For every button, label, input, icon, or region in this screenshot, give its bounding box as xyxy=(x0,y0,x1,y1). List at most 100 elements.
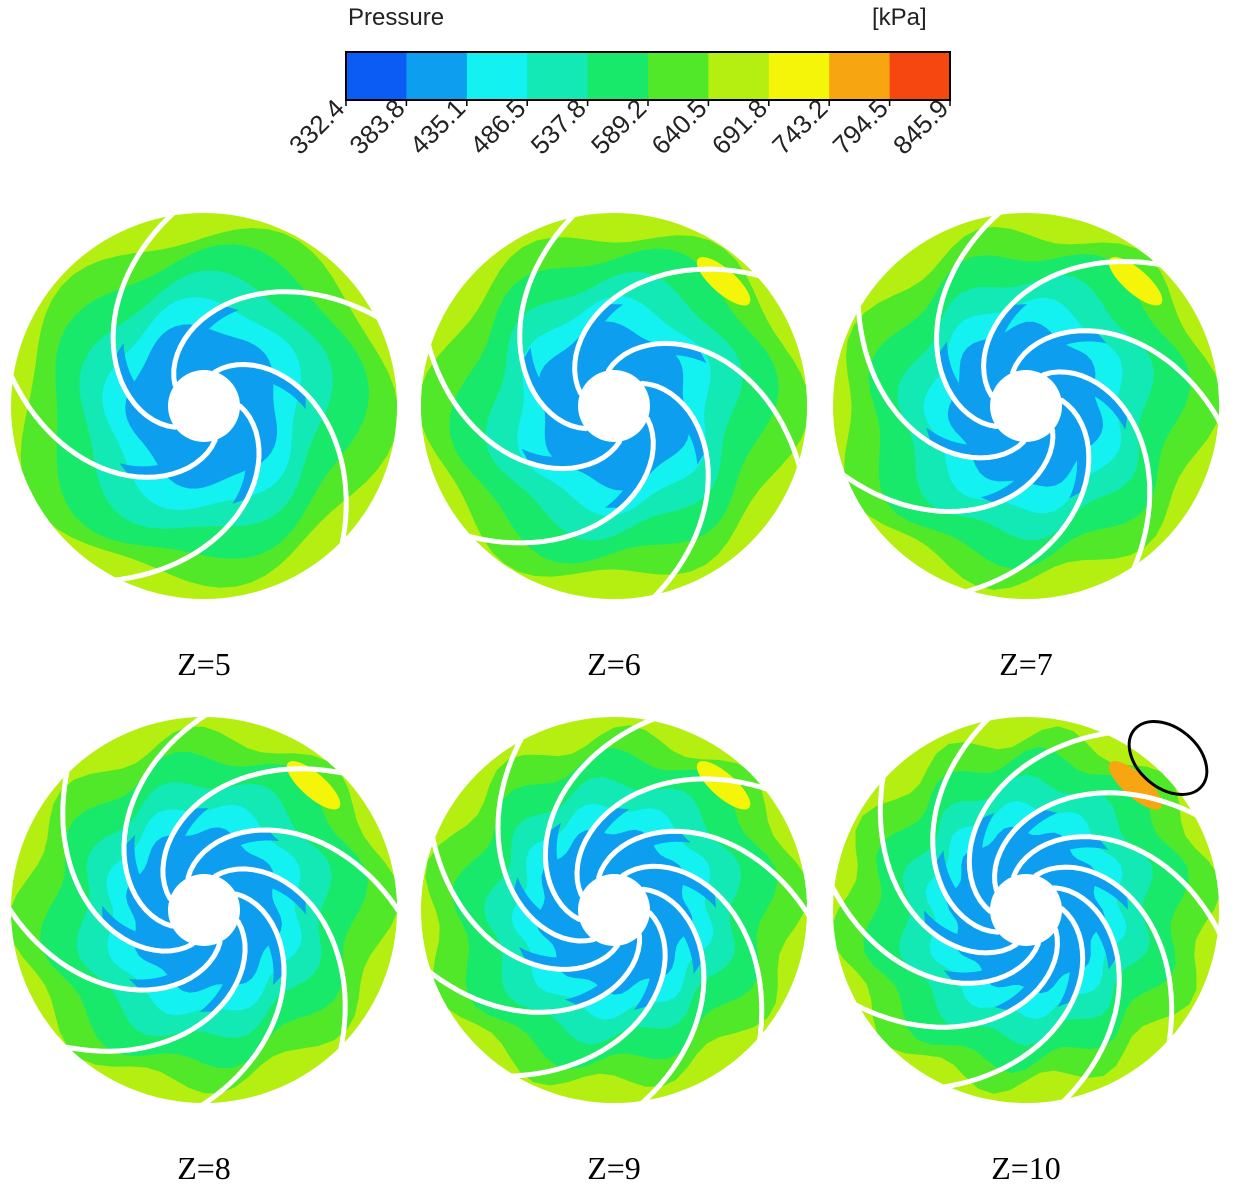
low-pressure-zone xyxy=(606,831,691,869)
low-pressure-zone xyxy=(980,441,1049,503)
low-pressure-zone xyxy=(115,343,165,422)
low-pressure-zone xyxy=(1064,893,1117,970)
impeller-blade xyxy=(840,927,1060,1030)
legend-unit: [kPa] xyxy=(872,4,927,31)
impeller-hub xyxy=(578,370,650,442)
impeller-blade xyxy=(11,893,223,993)
impeller-blade xyxy=(855,289,1027,461)
low-pressure-zone xyxy=(245,901,284,986)
low-pressure-zone xyxy=(652,388,705,465)
high-pressure-zone xyxy=(696,761,751,810)
legend-title: Pressure xyxy=(348,4,445,31)
colorbar-band xyxy=(346,52,407,100)
impeller-blade xyxy=(620,863,765,1057)
low-pressure-zone xyxy=(176,306,239,374)
impeller-contour-z8 xyxy=(11,717,397,1103)
impeller-blade xyxy=(574,776,783,898)
impeller-blade xyxy=(542,717,670,922)
colorbar-band xyxy=(829,52,891,100)
colorbar-tick-label: 794.5 xyxy=(827,93,894,160)
colorbar-band xyxy=(889,52,951,100)
low-pressure-zone xyxy=(924,910,1005,952)
impeller-blade xyxy=(930,717,1002,935)
colorbar-tick-label: 743.2 xyxy=(766,93,833,160)
low-pressure-zone xyxy=(576,304,624,382)
low-pressure-zone xyxy=(226,870,306,915)
colorbar-tick-label: 383.8 xyxy=(343,93,410,160)
panel-label-z5: Z=5 xyxy=(177,646,231,682)
low-pressure-zone xyxy=(195,830,280,869)
high-pressure-zone xyxy=(1108,257,1163,306)
low-pressure-zone xyxy=(523,347,576,424)
panel-label-z10: Z=10 xyxy=(991,1150,1061,1186)
impeller-blade xyxy=(877,760,1019,956)
impeller-blade xyxy=(833,871,1041,986)
low-pressure-zone xyxy=(938,341,987,421)
impeller-blade xyxy=(833,427,1056,515)
colorbar-tick-label: 589.2 xyxy=(585,93,652,160)
panel-label-z6: Z=6 xyxy=(587,646,641,682)
impeller-blade xyxy=(596,828,807,931)
low-pressure-zone xyxy=(119,446,207,478)
impeller-blade xyxy=(495,723,596,944)
impeller-hub xyxy=(168,874,240,946)
impeller-blade xyxy=(517,213,589,432)
colorbar-band xyxy=(768,52,830,100)
colorbar-tick-label: 691.8 xyxy=(706,93,773,160)
low-pressure-zone xyxy=(1055,374,1128,430)
impeller-blade xyxy=(48,919,248,1054)
impeller-blade xyxy=(606,340,806,483)
impeller-blade xyxy=(1010,328,1219,439)
impeller-blade xyxy=(966,728,1125,914)
low-pressure-zone xyxy=(653,895,702,974)
impeller-blade xyxy=(187,891,287,1103)
low-pressure-zone xyxy=(984,304,1028,385)
impeller-blade xyxy=(572,266,776,396)
panel-label-z9: Z=9 xyxy=(587,1150,641,1186)
impeller-blade xyxy=(171,289,393,388)
impeller-contour-z5 xyxy=(11,213,397,599)
impeller-blade xyxy=(1011,834,1219,949)
low-pressure-zone xyxy=(1047,868,1128,910)
colorbar-tick-label: 537.8 xyxy=(525,93,592,160)
low-pressure-zone xyxy=(634,867,716,908)
impeller-blade xyxy=(121,717,221,929)
colorbar-tick-label: 435.1 xyxy=(404,93,471,160)
colorbar-tick-label: 845.9 xyxy=(887,93,954,160)
impeller-blade xyxy=(927,906,1086,1092)
highlight-ellipse xyxy=(1127,720,1209,796)
impeller-blade xyxy=(981,258,1177,399)
impeller-blade xyxy=(992,790,1212,893)
impeller-blade xyxy=(212,361,349,561)
impeller-blade xyxy=(160,766,360,901)
colorbar-band xyxy=(648,52,709,100)
impeller-contour-z10 xyxy=(833,717,1219,1103)
low-pressure-zone xyxy=(943,950,1031,984)
colorbar-band xyxy=(466,52,528,100)
impeller-blade xyxy=(452,416,656,546)
impeller-blade xyxy=(213,866,348,1066)
impeller-hub xyxy=(990,874,1062,946)
impeller-blade xyxy=(110,213,187,430)
low-pressure-zone xyxy=(513,877,583,938)
impeller-blade xyxy=(494,910,668,1079)
impeller-blade xyxy=(421,932,642,1015)
impeller-blade xyxy=(628,886,707,1103)
low-pressure-zone xyxy=(102,905,182,950)
low-pressure-zone xyxy=(565,946,636,1006)
impeller-blade xyxy=(11,360,218,480)
impeller-blade xyxy=(1033,864,1175,1060)
impeller-hub xyxy=(990,370,1062,442)
low-pressure-zone xyxy=(578,808,630,884)
low-pressure-zone xyxy=(1021,836,1109,870)
impeller-blade xyxy=(422,329,622,472)
low-pressure-zone xyxy=(226,365,306,410)
impeller-blade xyxy=(185,827,397,927)
colorbar-tick-label: 332.4 xyxy=(283,93,350,160)
colorbar-band xyxy=(406,52,468,100)
low-pressure-zone xyxy=(997,809,1058,879)
low-pressure-zone xyxy=(128,951,213,990)
panel-label-z7: Z=7 xyxy=(999,646,1053,682)
low-pressure-zone xyxy=(604,430,652,508)
high-pressure-zone xyxy=(286,761,341,810)
